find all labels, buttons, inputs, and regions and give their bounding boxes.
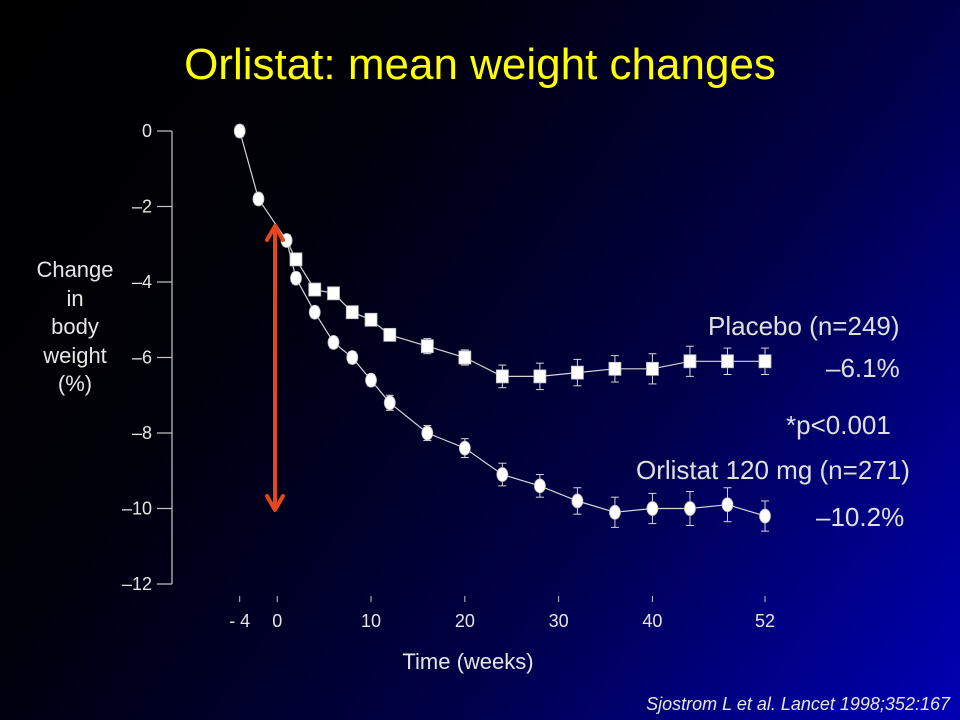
orlistat-marker xyxy=(233,123,246,139)
x-tick-label: 30 xyxy=(549,611,569,631)
placebo-marker xyxy=(683,354,697,369)
orlistat-marker xyxy=(252,191,265,207)
y-tick-label: –6 xyxy=(132,348,152,368)
series-label-placebo: Placebo (n=249) xyxy=(708,311,900,341)
y-tick-label: –2 xyxy=(132,197,152,217)
y-tick-label: –12 xyxy=(122,574,152,594)
p-value-annotation: *p<0.001 xyxy=(786,410,891,440)
end-value-label-orlistat: –10.2% xyxy=(816,502,905,532)
placebo-marker xyxy=(646,361,659,376)
slide-title: Orlistat: mean weight changes xyxy=(184,40,776,89)
series-label-orlistat: Orlistat 120 mg (n=271) xyxy=(636,455,910,485)
placebo-marker xyxy=(345,305,359,320)
x-tick-label: 20 xyxy=(455,611,475,631)
placebo-marker xyxy=(721,354,734,369)
x-tick-label: 0 xyxy=(272,611,282,631)
y-tick-label: –8 xyxy=(132,423,152,443)
difference-arrow-head-top xyxy=(265,224,285,242)
orlistat-marker xyxy=(327,334,340,350)
orlistat-marker xyxy=(533,478,546,494)
placebo-marker xyxy=(533,369,547,384)
orlistat-marker xyxy=(496,467,509,482)
axes: 0 –2 –4 –6 –8 –10 –12 - 4 0 10 20 30 40 52 xyxy=(122,121,775,631)
orlistat-marker xyxy=(646,501,659,516)
placebo-marker xyxy=(289,252,303,267)
placebo-marker xyxy=(608,361,622,376)
orlistat-marker xyxy=(571,493,584,509)
x-tick-label: 10 xyxy=(361,611,381,631)
y-tick-label: –10 xyxy=(122,499,152,519)
x-tick-label: 40 xyxy=(642,611,662,631)
placebo-marker xyxy=(570,365,584,380)
orlistat-marker xyxy=(721,497,734,513)
placebo-marker xyxy=(495,369,509,384)
orlistat-marker xyxy=(346,350,359,365)
difference-arrow xyxy=(265,224,285,512)
orlistat-marker xyxy=(290,270,302,286)
placebo-marker xyxy=(364,312,378,327)
orlistat-marker xyxy=(308,304,321,320)
placebo-marker xyxy=(458,350,472,365)
orlistat-marker xyxy=(609,504,621,520)
data-markers xyxy=(233,123,772,524)
orlistat-marker xyxy=(421,425,434,441)
y-tick-label: 0 xyxy=(142,121,152,141)
placebo-marker xyxy=(308,282,322,297)
orlistat-marker xyxy=(458,440,471,456)
y-axis-label: Change in body weight (%) xyxy=(36,257,114,396)
difference-arrow-head-bottom xyxy=(265,494,285,512)
x-axis-label: Time (weeks) xyxy=(402,649,534,674)
end-value-label-placebo: –6.1% xyxy=(826,353,900,383)
orlistat-marker xyxy=(383,395,396,411)
placebo-marker xyxy=(758,354,772,369)
placebo-marker xyxy=(420,339,434,354)
citation: Sjostrom L et al. Lancet 1998;352:167 xyxy=(646,694,950,714)
x-tick-label: - 4 xyxy=(229,611,250,631)
orlistat-marker xyxy=(684,501,696,516)
orlistat-marker xyxy=(759,508,771,524)
placebo-marker xyxy=(383,327,397,342)
x-tick-label: 52 xyxy=(755,611,775,631)
placebo-marker xyxy=(327,286,340,301)
orlistat-marker xyxy=(365,372,377,388)
y-tick-label: –4 xyxy=(132,272,152,292)
